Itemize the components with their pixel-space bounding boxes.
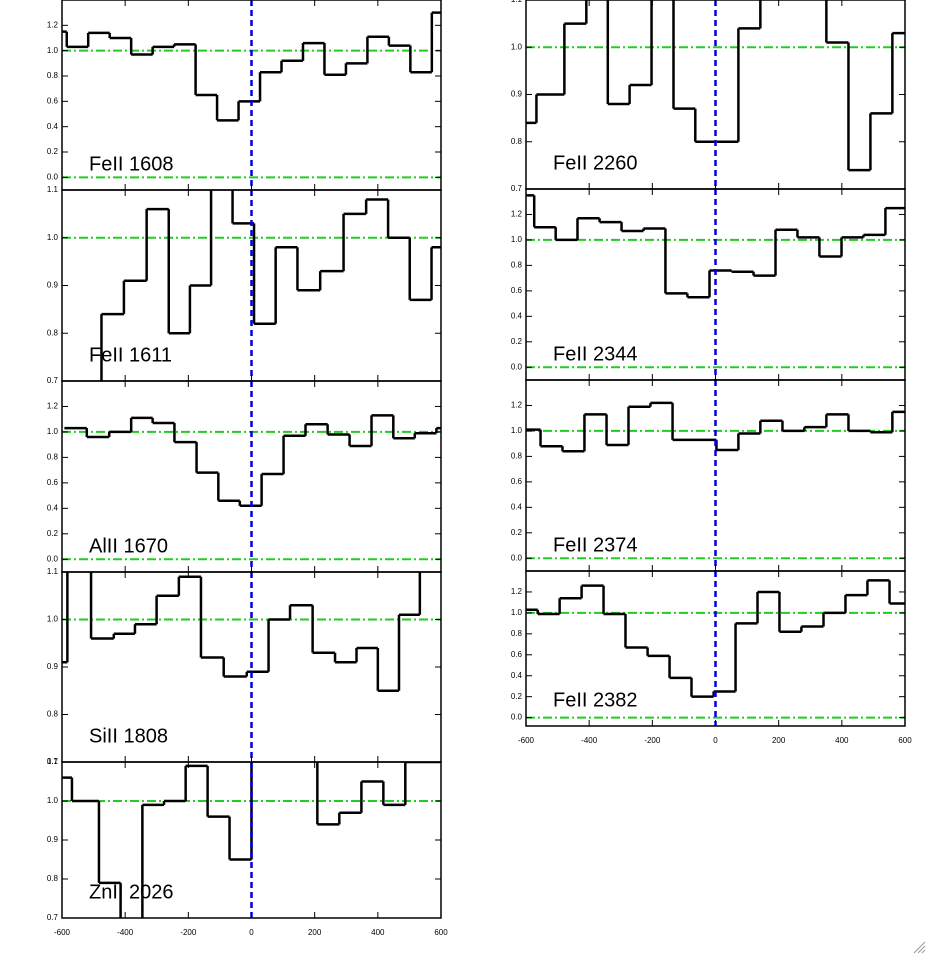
panel-title: FeII 1611	[89, 344, 172, 366]
y-tick-label: 0.2	[511, 528, 523, 537]
y-tick-label: 0.9	[47, 662, 59, 671]
panel-title: FeII 2374	[553, 534, 638, 556]
y-tick-label: 1.2	[511, 587, 523, 596]
y-tick-label: 0.4	[511, 671, 523, 680]
y-tick-label: 0.8	[47, 710, 59, 719]
plot-area	[526, 0, 905, 189]
y-tick-label: 1.0	[47, 427, 59, 436]
panel: 0.0 0.2 0.4 0.6 0.8 1.0 1.2 AlII 1670	[47, 380, 442, 573]
x-tick-label: 400	[371, 928, 385, 937]
y-tick-label: 0.8	[47, 71, 59, 80]
plot-area	[62, 381, 441, 572]
y-tick-label: 1.0	[511, 426, 523, 435]
y-tick-label: 0.2	[511, 337, 523, 346]
y-tick-label: 1.1	[47, 185, 59, 194]
y-tick-label: 1.2	[511, 210, 523, 219]
y-tick-label: 0.7	[47, 757, 59, 766]
y-tick-label: 0.6	[511, 286, 523, 295]
y-tick-label: 0.9	[47, 835, 59, 844]
panel: 0.0 0.2 0.4 0.6 0.8 1.0 1.2 FeII 2344	[511, 188, 906, 381]
x-tick-label: 0	[713, 736, 718, 745]
panel: 0.0 0.2 0.4 0.6 0.8 1.0 1.2 FeII 1608	[47, 0, 442, 191]
x-tick-label: 400	[835, 736, 849, 745]
y-tick-label: 1.0	[47, 796, 59, 805]
y-tick-label: 0.0	[47, 172, 59, 181]
y-tick-label: 0.8	[511, 261, 523, 270]
plot-area	[62, 762, 441, 918]
y-tick-label: 1.0	[511, 42, 523, 51]
panel-title: SiII 1808	[89, 725, 168, 747]
panel-title: FeII 1608	[89, 153, 174, 175]
y-tick-label: 1.2	[47, 20, 59, 29]
panel: 0.7 0.8 0.9 1.0 1.1 FeII 2260	[511, 0, 906, 193]
plot-area	[526, 571, 905, 726]
y-tick-label: 1.1	[47, 757, 59, 766]
panel-title: FeII 2344	[553, 343, 638, 365]
panel-title: FeII 2382	[553, 689, 638, 711]
panel-title: AlII 1670	[89, 535, 168, 557]
x-tick-label: 0	[249, 928, 254, 937]
y-tick-label: 0.7	[47, 376, 59, 385]
y-tick-label: 0.6	[47, 96, 59, 105]
panel-title: FeII 2260	[553, 152, 638, 174]
y-tick-label: 1.0	[511, 235, 523, 244]
panel: 0.7 0.8 0.9 1.0 1.1 FeII 1611	[47, 185, 442, 385]
y-tick-label: 0.4	[47, 122, 59, 131]
plot-area	[62, 572, 441, 762]
x-tick-label: 600	[898, 736, 912, 745]
y-tick-label: 1.0	[47, 46, 59, 55]
x-tick-label: 200	[308, 928, 322, 937]
panel: 0.0 0.2 0.4 0.6 0.8 1.0 1.2 FeII 2374	[511, 379, 906, 572]
y-tick-label: 1.1	[511, 0, 523, 4]
panel: 0.0 0.2 0.4 0.6 0.8 1.0 1.2 -600 -400 -200 0 200 400…	[511, 570, 912, 745]
panel: 0.7 0.8 0.9 1.0 1.1 -600 -400 -200 0 200 400 600 ZnI…	[47, 757, 448, 937]
x-tick-label: -600	[54, 928, 71, 937]
x-tick-label: -600	[518, 736, 535, 745]
x-tick-label: 600	[434, 928, 448, 937]
y-tick-label: 0.8	[47, 328, 59, 337]
y-tick-label: 0.4	[511, 502, 523, 511]
y-tick-label: 0.9	[47, 281, 59, 290]
panel: 0.7 0.8 0.9 1.0 1.1 SiII 1808	[47, 567, 442, 766]
y-tick-label: 0.0	[47, 554, 59, 563]
y-tick-label: 0.0	[511, 553, 523, 562]
y-tick-label: 0.7	[511, 184, 523, 193]
y-tick-label: 1.0	[47, 615, 59, 624]
panel-title: ZnII 2026	[89, 881, 174, 903]
plot-area	[62, 190, 441, 381]
y-tick-label: 0.8	[47, 453, 59, 462]
y-tick-label: 0.4	[511, 311, 523, 320]
y-tick-label: 0.8	[511, 452, 523, 461]
y-tick-label: 0.9	[511, 90, 523, 99]
plot-area	[526, 189, 905, 380]
x-tick-label: -400	[117, 928, 134, 937]
y-tick-label: 0.2	[511, 692, 523, 701]
y-tick-label: 0.7	[47, 913, 59, 922]
y-tick-label: 1.0	[47, 233, 59, 242]
resize-grip	[913, 941, 926, 954]
y-tick-label: 1.2	[47, 402, 59, 411]
y-tick-label: 0.8	[511, 137, 523, 146]
y-tick-label: 0.6	[511, 477, 523, 486]
y-tick-label: 0.6	[511, 650, 523, 659]
y-tick-label: 1.0	[511, 608, 523, 617]
y-tick-label: 0.6	[47, 478, 59, 487]
y-tick-label: 0.0	[511, 362, 523, 371]
y-tick-label: 0.4	[47, 503, 59, 512]
y-tick-label: 0.8	[511, 629, 523, 638]
plot-area	[62, 0, 441, 190]
x-tick-label: -400	[581, 736, 598, 745]
y-tick-label: 0.2	[47, 147, 59, 156]
plot-area	[526, 380, 905, 571]
y-tick-label: 0.8	[47, 874, 59, 883]
y-tick-label: 1.2	[511, 401, 523, 410]
x-tick-label: -200	[180, 928, 197, 937]
y-tick-label: 0.2	[47, 529, 59, 538]
x-tick-label: -200	[644, 736, 661, 745]
y-tick-label: 1.1	[47, 567, 59, 576]
y-tick-label: 0.0	[511, 713, 523, 722]
x-tick-label: 200	[772, 736, 786, 745]
